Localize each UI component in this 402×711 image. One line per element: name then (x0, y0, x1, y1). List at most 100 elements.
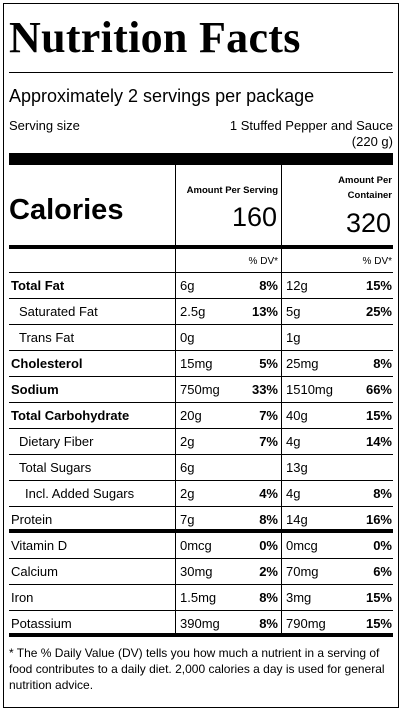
nutrient-dv-serving: 13% (251, 304, 278, 319)
nutrient-amount-serving: 7g (180, 512, 195, 527)
nutrient-name: Cholesterol (11, 356, 83, 371)
nutrient-serving-cell: 2g 4% (175, 481, 281, 506)
thick-divider (9, 153, 393, 165)
nutrient-amount-container: 14g (286, 512, 308, 527)
nutrient-row: Saturated Fat 2.5g 13% 5g 25% (9, 299, 393, 325)
nutrient-row: Total Sugars 6g 13g (9, 455, 393, 481)
nutrient-name: Protein (11, 512, 53, 527)
nutrient-container-cell: 13g (281, 455, 395, 480)
per-container-header-line2: Container (347, 190, 392, 201)
nutrient-dv-container: 8% (373, 356, 392, 371)
servings-per-package: Approximately 2 servings per package (9, 86, 315, 106)
nutrient-table: % DV* % DV* Total Fat 6g 8% 12g 15% Saturated… (9, 249, 393, 637)
nutrient-dv-serving: 4% (259, 486, 278, 501)
nutrient-name: Calcium (11, 564, 58, 579)
nutrient-dv-container: 6% (373, 564, 392, 579)
nutrient-container-cell: 1g (281, 325, 395, 350)
nutrient-dv-container: 15% (365, 616, 392, 631)
nutrient-amount-serving: 30mg (180, 564, 213, 579)
nutrient-amount-serving: 20g (180, 408, 202, 423)
nutrient-dv-container: 66% (365, 382, 392, 397)
nutrient-container-cell: 25mg 8% (281, 351, 395, 376)
footnote: * The % Daily Value (DV) tells you how m… (9, 646, 385, 692)
nutrient-amount-container: 4g (286, 486, 301, 501)
nutrient-dv-container: 15% (365, 590, 392, 605)
nutrient-row: Total Carbohydrate 20g 7% 40g 15% (9, 403, 393, 429)
nutrient-serving-cell: 750mg 33% (175, 377, 281, 402)
nutrient-row: Protein 7g 8% 14g 16% (9, 507, 393, 533)
nutrient-dv-serving: 7% (259, 434, 278, 449)
calories-label: Calories (9, 194, 124, 226)
nutrient-serving-cell: 6g (175, 455, 281, 480)
nutrient-row: Incl. Added Sugars 2g 4% 4g 8% (9, 481, 393, 507)
serving-size-value: 1 Stuffed Pepper and Sauce (220 g) (173, 118, 393, 150)
nutrient-name: Saturated Fat (19, 304, 98, 319)
nutrient-amount-serving: 15mg (180, 356, 213, 371)
nutrient-amount-container: 0mcg (286, 538, 318, 553)
nutrient-name: Potassium (11, 616, 72, 631)
nutrient-name: Total Sugars (19, 460, 92, 475)
nutrient-container-cell: 40g 15% (281, 403, 395, 428)
nutrient-container-cell: 70mg 6% (281, 559, 395, 584)
dv-header-container: % DV* (362, 256, 392, 267)
nutrient-dv-container: 0% (373, 538, 392, 553)
nutrient-dv-container: 8% (373, 486, 392, 501)
nutrient-amount-container: 12g (286, 278, 308, 293)
per-container-header: Amount Per Container (302, 173, 392, 203)
nutrient-dv-serving: 0% (259, 538, 278, 553)
nutrient-amount-container: 3mg (286, 590, 312, 605)
nutrient-name: Dietary Fiber (19, 434, 94, 449)
nutrient-name: Total Carbohydrate (11, 408, 130, 423)
nutrient-amount-serving: 2.5g (180, 304, 206, 319)
nutrient-amount-serving: 0g (180, 330, 195, 345)
calories-block: Calories Amount Per Serving 160 Amount P… (9, 165, 393, 249)
nutrient-serving-cell: 6g 8% (175, 273, 281, 298)
nutrient-serving-cell: 390mg 8% (175, 611, 281, 633)
nutrient-amount-serving: 6g (180, 278, 195, 293)
per-serving-header: Amount Per Serving (186, 185, 278, 196)
nutrient-amount-serving: 390mg (180, 616, 220, 631)
nutrient-row: Vitamin D 0mcg 0% 0mcg 0% (9, 533, 393, 559)
nutrient-dv-serving: 7% (259, 408, 278, 423)
nutrient-row: Dietary Fiber 2g 7% 4g 14% (9, 429, 393, 455)
nutrient-amount-container: 70mg (286, 564, 319, 579)
nutrient-row: Sodium 750mg 33% 1510mg 66% (9, 377, 393, 403)
nutrient-dv-serving: 8% (259, 590, 278, 605)
nutrient-serving-cell: 15mg 5% (175, 351, 281, 376)
serving-size-label: Serving size (9, 118, 80, 133)
nutrient-amount-container: 5g (286, 304, 301, 319)
nutrient-name: Total Fat (11, 278, 65, 293)
nutrient-serving-cell: 7g 8% (175, 507, 281, 529)
nutrient-name: Incl. Added Sugars (25, 486, 135, 501)
nutrient-serving-cell: 30mg 2% (175, 559, 281, 584)
nutrient-row: Iron 1.5mg 8% 3mg 15% (9, 585, 393, 611)
nutrient-serving-cell: 0g (175, 325, 281, 350)
nutrient-serving-cell: 1.5mg 8% (175, 585, 281, 610)
nutrient-amount-container: 4g (286, 434, 301, 449)
title-divider (9, 72, 393, 73)
nutrient-amount-serving: 0mcg (180, 538, 212, 553)
nutrient-serving-cell: 20g 7% (175, 403, 281, 428)
dv-header-row: % DV* % DV* (9, 249, 393, 273)
nutrient-container-cell: 14g 16% (281, 507, 395, 529)
nutrient-amount-container: 13g (286, 460, 308, 475)
calories-per-serving: 160 (231, 202, 277, 232)
nutrient-row: Cholesterol 15mg 5% 25mg 8% (9, 351, 393, 377)
nutrient-container-cell: 5g 25% (281, 299, 395, 324)
nutrient-dv-container: 25% (365, 304, 392, 319)
nutrient-dv-serving: 2% (259, 564, 278, 579)
nutrient-container-cell: 12g 15% (281, 273, 395, 298)
per-container-header-line1: Amount Per (338, 175, 392, 186)
nutrient-container-cell: 3mg 15% (281, 585, 395, 610)
nutrient-dv-container: 16% (365, 512, 392, 527)
nutrient-container-cell: 1510mg 66% (281, 377, 395, 402)
dv-header-serving: % DV* (248, 256, 278, 267)
nutrient-name: Iron (11, 590, 34, 605)
nutrient-row: Trans Fat 0g 1g (9, 325, 393, 351)
nutrient-container-cell: 790mg 15% (281, 611, 395, 633)
nutrient-dv-container: 15% (365, 408, 392, 423)
nutrient-amount-serving: 6g (180, 460, 195, 475)
nutrient-name: Vitamin D (11, 538, 68, 553)
nutrient-amount-container: 40g (286, 408, 308, 423)
nutrient-serving-cell: 2g 7% (175, 429, 281, 454)
